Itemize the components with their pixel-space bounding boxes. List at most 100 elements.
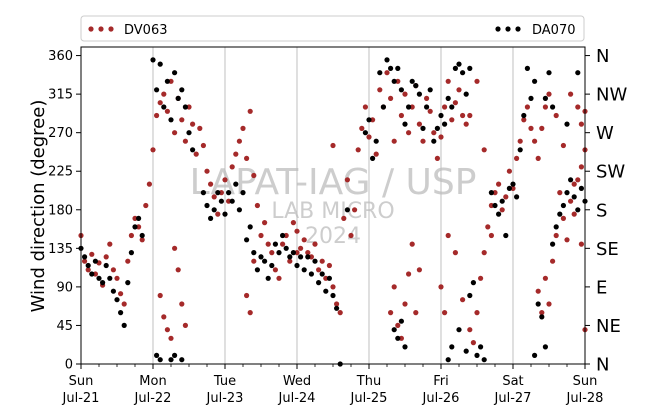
x-tick-date: Jul-24 <box>278 391 316 406</box>
data-point <box>247 224 253 230</box>
data-point <box>535 288 541 294</box>
data-point <box>182 322 188 328</box>
data-point <box>204 202 210 209</box>
data-point <box>89 251 95 257</box>
data-point <box>467 65 473 71</box>
data-point <box>85 267 91 273</box>
data-point <box>409 241 415 247</box>
data-point <box>514 155 520 161</box>
legend-marker-da070 <box>495 26 521 32</box>
y-tick-label: 180 <box>48 203 73 218</box>
data-point <box>445 357 451 363</box>
data-point <box>434 155 440 161</box>
series-dv063 <box>78 70 588 346</box>
data-point <box>175 267 181 273</box>
data-point <box>146 181 152 187</box>
data-point <box>542 95 549 101</box>
data-point <box>535 301 541 307</box>
data-point <box>388 310 394 316</box>
data-point <box>182 104 188 110</box>
x-tick-weekday: Sun <box>573 374 598 389</box>
data-point <box>564 121 570 127</box>
data-point <box>532 78 538 84</box>
data-point <box>290 250 296 256</box>
data-point <box>154 352 160 358</box>
data-point <box>344 207 350 213</box>
data-point <box>384 70 390 76</box>
legend-label-dv063: DV063 <box>124 23 168 38</box>
data-point <box>575 104 581 110</box>
data-point <box>542 344 549 350</box>
data-point <box>359 125 365 131</box>
data-point <box>172 245 178 251</box>
data-point <box>308 271 314 277</box>
data-point <box>456 327 462 333</box>
data-point <box>280 232 286 239</box>
data-point <box>391 327 397 333</box>
data-point <box>294 228 300 234</box>
data-point <box>463 91 469 97</box>
data-point <box>521 117 527 123</box>
data-point <box>244 292 250 299</box>
compass-label: N <box>596 355 609 376</box>
data-point <box>125 280 131 286</box>
data-point <box>208 215 214 221</box>
data-point <box>150 147 156 153</box>
data-point <box>254 202 260 209</box>
data-point <box>319 258 325 264</box>
data-point <box>157 61 163 67</box>
data-point <box>312 258 318 264</box>
data-point <box>550 258 556 264</box>
data-point <box>571 194 577 200</box>
data-point <box>557 211 563 217</box>
data-point <box>139 232 145 239</box>
data-point <box>348 232 354 239</box>
data-point <box>395 78 401 84</box>
data-point <box>168 357 174 363</box>
data-point <box>391 138 397 144</box>
data-point <box>179 117 185 123</box>
data-point <box>276 250 282 256</box>
data-point <box>438 112 444 119</box>
data-point <box>301 237 307 243</box>
data-point <box>218 190 224 196</box>
x-tick-weekday: Mon <box>139 374 166 389</box>
data-point <box>193 151 199 157</box>
data-point <box>265 275 271 281</box>
data-point <box>244 155 250 161</box>
data-point <box>110 288 116 294</box>
data-point <box>488 232 494 239</box>
data-point <box>200 190 206 196</box>
data-point <box>409 78 415 84</box>
data-point <box>452 100 458 106</box>
data-point <box>294 262 300 269</box>
data-point <box>539 314 545 320</box>
x-tick-weekday: Fri <box>433 374 449 389</box>
data-point <box>470 280 476 286</box>
data-point <box>280 241 286 247</box>
data-point <box>337 310 343 316</box>
data-point <box>276 275 282 281</box>
data-point <box>506 168 512 174</box>
data-point <box>150 57 156 63</box>
data-point <box>560 142 567 149</box>
data-point <box>578 241 585 247</box>
data-point <box>460 70 466 76</box>
data-point <box>272 241 278 247</box>
data-point <box>398 112 404 119</box>
watermark: LAPAT-IAG / USP LAB MICRO 2024 <box>190 162 477 249</box>
data-point <box>312 241 318 247</box>
data-point <box>492 190 498 196</box>
y-tick-label: 135 <box>48 242 73 257</box>
data-point <box>96 275 102 281</box>
compass-label: S <box>596 200 607 221</box>
data-point <box>254 267 260 273</box>
data-point <box>157 292 163 299</box>
data-point <box>470 340 476 346</box>
data-point <box>233 181 239 187</box>
data-point <box>204 168 210 174</box>
data-point <box>298 245 304 251</box>
data-point <box>334 305 340 311</box>
data-point <box>564 190 570 196</box>
data-point <box>236 138 242 144</box>
